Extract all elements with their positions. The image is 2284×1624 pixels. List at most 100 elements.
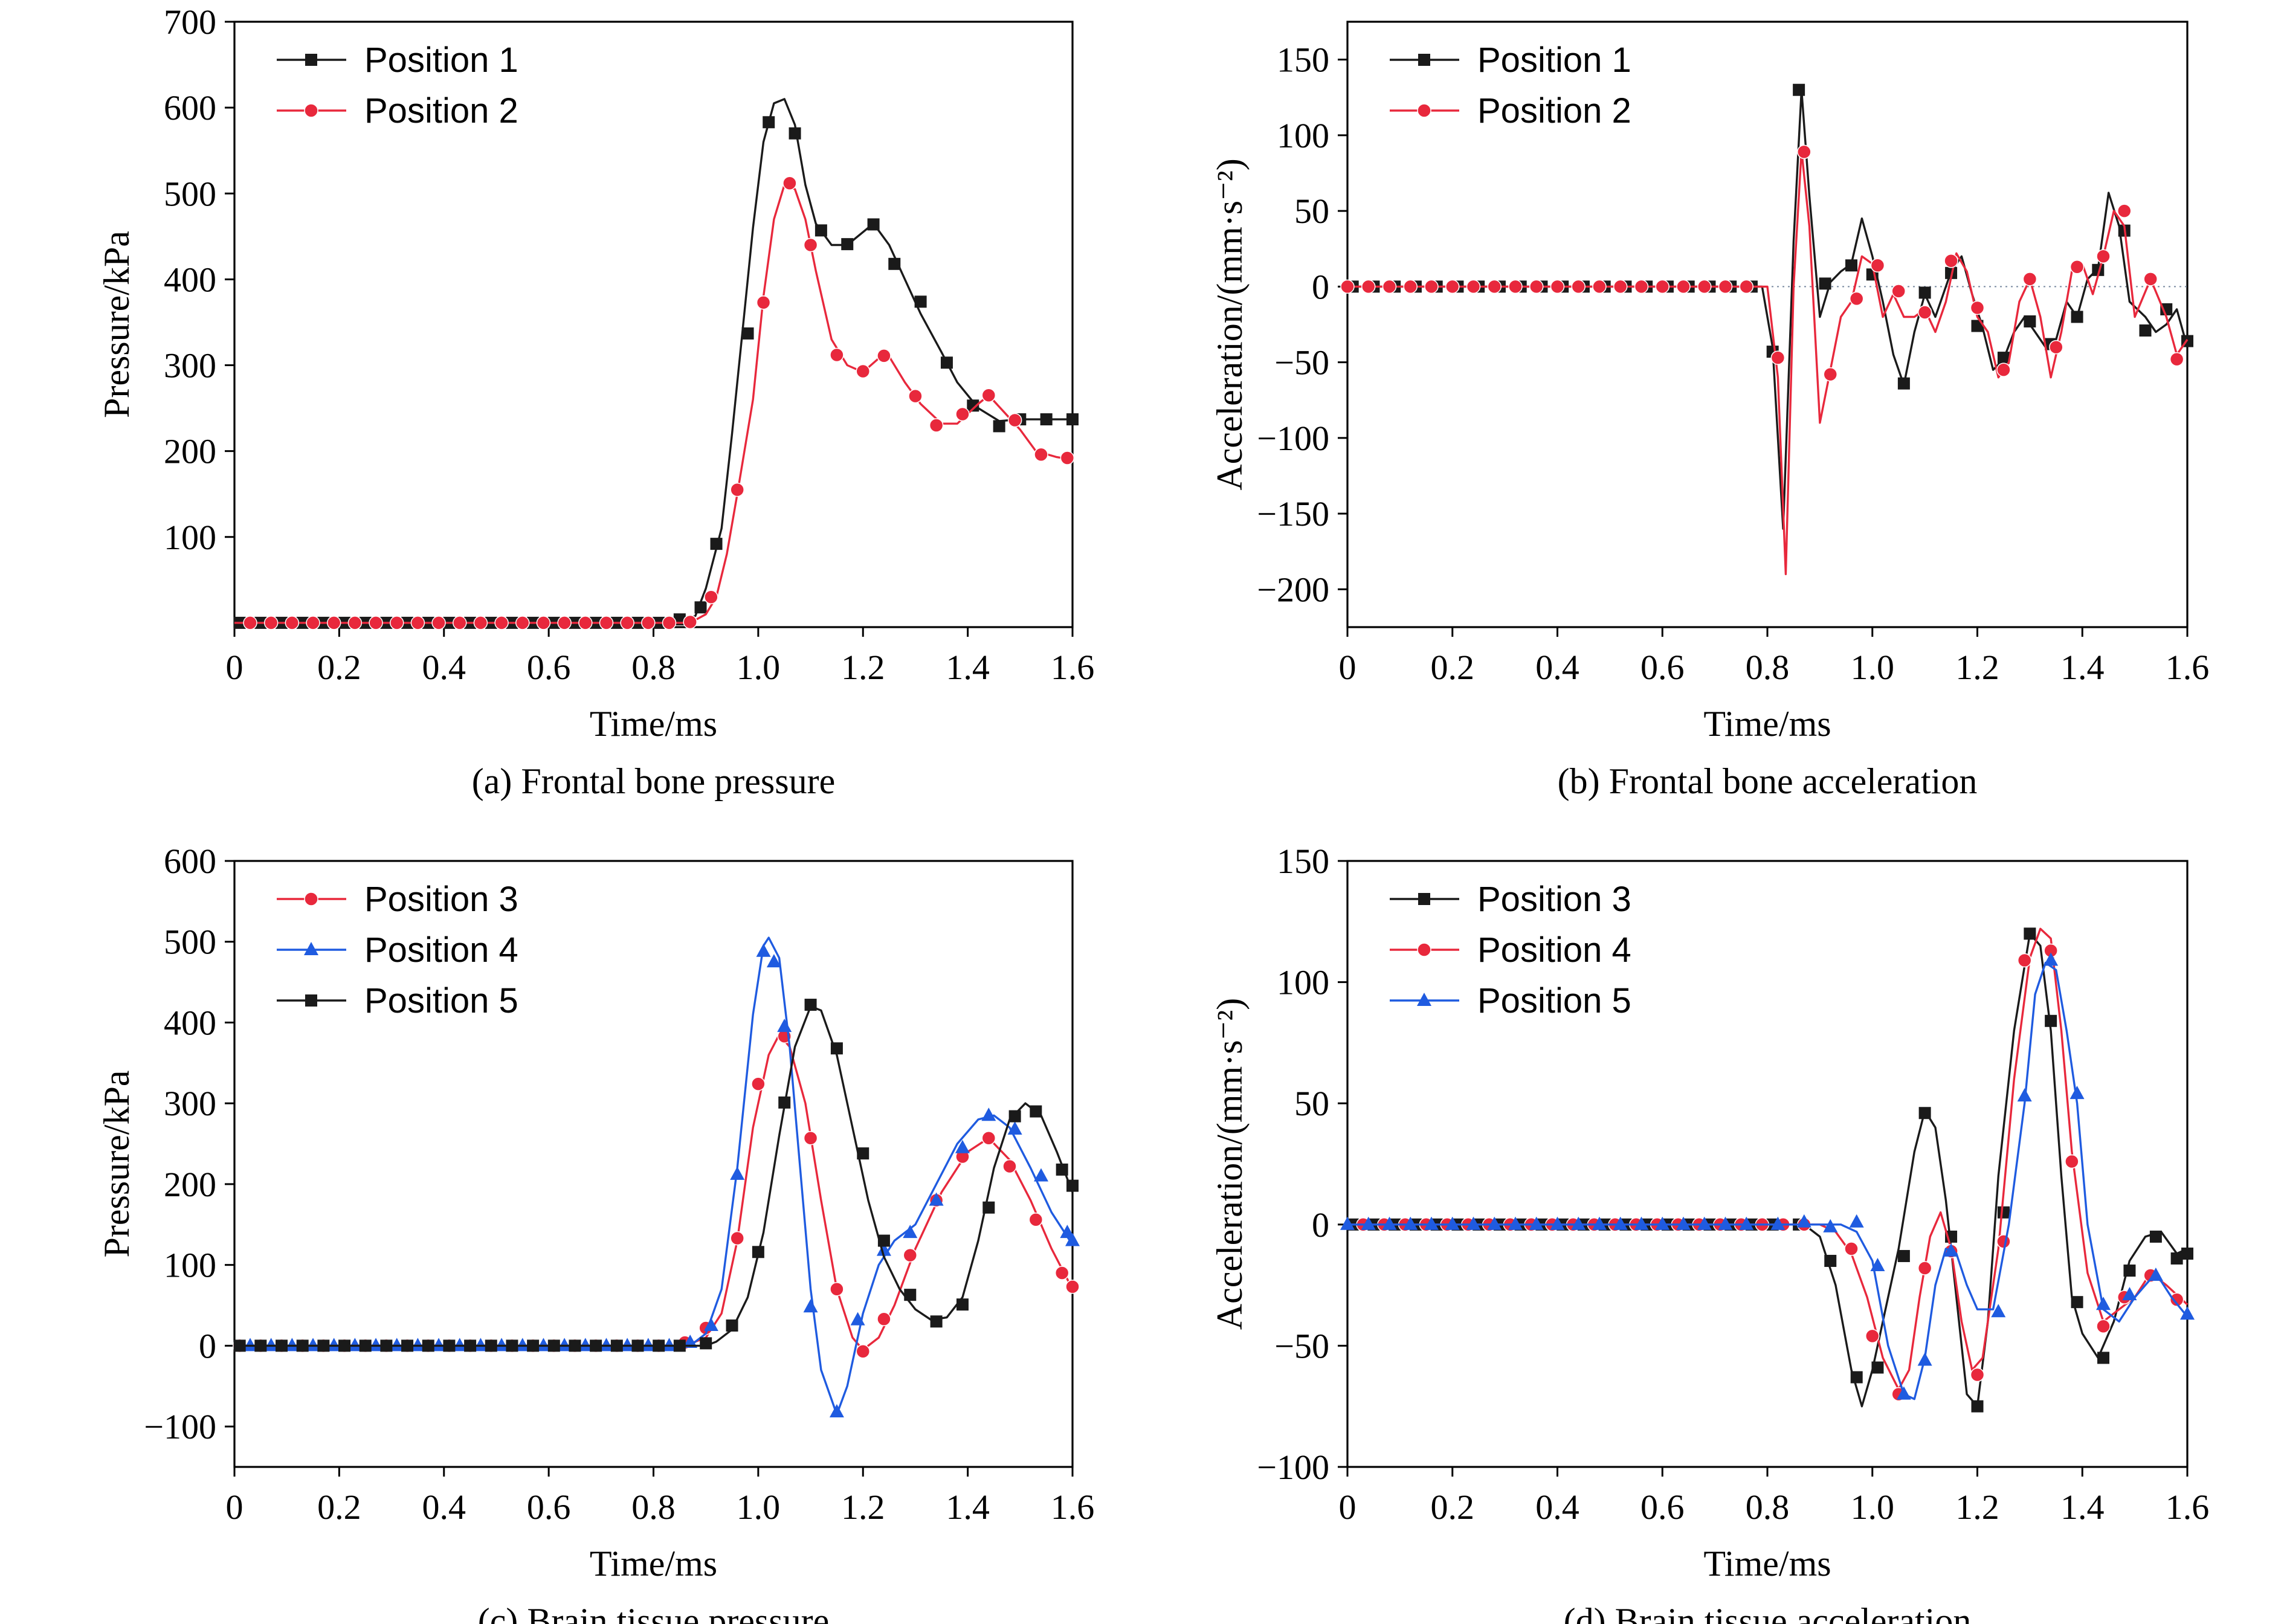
y-axis-label: Pressure/kPa	[97, 1071, 137, 1258]
y-tick-label: 50	[1294, 1084, 1329, 1123]
data-point	[981, 1107, 996, 1121]
data-point	[1007, 413, 1022, 428]
data-point	[929, 418, 944, 433]
legend-marker	[1417, 993, 1431, 1006]
data-point	[1040, 413, 1053, 426]
data-point	[1850, 1371, 1863, 1384]
series-position-1	[233, 98, 1079, 629]
data-point	[1870, 1258, 1885, 1272]
legend-label: Position 2	[1477, 91, 1631, 130]
data-point	[1770, 350, 1786, 365]
data-point	[431, 1338, 447, 1352]
data-point	[1508, 1216, 1523, 1230]
data-point	[1056, 1163, 1068, 1176]
data-point	[1739, 279, 1753, 294]
data-point	[877, 349, 891, 363]
data-point	[1917, 305, 1932, 320]
x-axis-label: Time/ms	[1703, 704, 1831, 744]
legend-entry: Position 3	[1390, 880, 1631, 919]
data-point	[2017, 1088, 2032, 1102]
y-tick-label: −100	[1257, 419, 1329, 458]
data-point	[464, 1339, 477, 1352]
x-tick-label: 1.0	[1851, 1487, 1895, 1527]
data-point	[940, 356, 953, 369]
y-tick-label: −100	[1257, 1448, 1329, 1487]
data-point	[631, 1339, 644, 1352]
data-point	[515, 616, 530, 630]
x-tick-label: 1.2	[841, 648, 885, 687]
data-point	[578, 616, 593, 630]
y-tick-label: 50	[1294, 192, 1329, 231]
data-point	[1676, 1216, 1691, 1230]
y-tick-label: 150	[1277, 842, 1329, 881]
data-point	[620, 1338, 635, 1352]
data-point	[867, 218, 880, 231]
data-point	[1796, 1214, 1811, 1228]
data-point	[1697, 1216, 1712, 1230]
x-tick-label: 0.6	[1640, 1487, 1685, 1527]
data-point	[1849, 1214, 1864, 1228]
data-point	[2123, 1265, 2136, 1277]
data-point	[2149, 1230, 2162, 1243]
data-point	[1028, 1213, 1044, 1227]
x-tick-label: 0	[1339, 1487, 1357, 1527]
legend-label: Position 3	[1477, 880, 1631, 919]
y-tick-label: 0	[199, 1326, 216, 1365]
data-point	[263, 616, 279, 630]
y-tick-label: −50	[1274, 1326, 1329, 1365]
data-point	[2069, 260, 2085, 274]
data-point	[1897, 377, 1910, 390]
x-tick-label: 1.2	[841, 1487, 885, 1527]
data-point	[338, 1339, 351, 1352]
data-point	[578, 1338, 593, 1352]
data-point	[1891, 284, 1906, 298]
data-point	[473, 616, 488, 630]
data-point	[955, 407, 970, 422]
data-point	[2024, 315, 2036, 327]
series-line	[234, 1005, 1074, 1347]
data-point	[1797, 144, 1811, 160]
data-point	[803, 1130, 818, 1146]
x-tick-label: 1.6	[1051, 1487, 1095, 1527]
data-point	[410, 616, 425, 630]
legend-label: Position 1	[364, 40, 518, 80]
x-tick-label: 1.0	[1851, 648, 1895, 687]
x-tick-label: 0.4	[1535, 648, 1579, 687]
x-tick-label: 1.6	[1051, 648, 1095, 687]
data-point	[1870, 258, 1885, 273]
data-point	[536, 616, 551, 630]
y-tick-label: 400	[164, 260, 216, 299]
legend-entry: Position 1	[277, 40, 518, 80]
data-point	[751, 1077, 766, 1091]
data-point	[590, 1339, 602, 1352]
data-point	[804, 999, 817, 1011]
panel-caption: (d) Brain tissue acceleration	[1564, 1601, 1972, 1624]
y-axis-label: Pressure/kPa	[97, 231, 137, 418]
data-point	[2071, 311, 2083, 323]
data-point	[1487, 279, 1502, 294]
data-point	[850, 1312, 865, 1326]
x-tick-label: 1.4	[2060, 1487, 2105, 1527]
x-tick-label: 0.2	[1431, 648, 1475, 687]
data-point	[1996, 1234, 2011, 1249]
data-point	[1970, 300, 1985, 315]
data-point	[1865, 1329, 1880, 1344]
data-point	[369, 1338, 384, 1352]
data-point	[730, 1231, 744, 1246]
legend-entry: Position 2	[1390, 91, 1631, 130]
data-point	[276, 1339, 288, 1352]
data-point	[1065, 1280, 1080, 1294]
legend-marker	[305, 54, 317, 66]
data-point	[1823, 367, 1837, 382]
x-axis-label: Time/ms	[590, 704, 717, 744]
data-point	[557, 616, 572, 630]
data-point	[967, 399, 979, 412]
x-tick-label: 1.6	[2166, 1487, 2210, 1527]
y-tick-label: 700	[164, 2, 216, 42]
data-point	[1849, 291, 1864, 306]
data-point	[401, 1339, 414, 1352]
data-point	[876, 1242, 891, 1256]
data-point	[347, 1338, 363, 1352]
y-tick-label: 200	[164, 432, 216, 471]
